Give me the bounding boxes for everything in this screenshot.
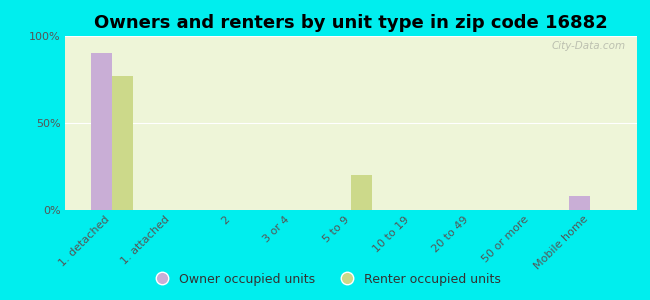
- Text: City-Data.com: City-Data.com: [551, 41, 625, 51]
- Bar: [569, 196, 590, 210]
- Bar: [351, 175, 372, 210]
- Title: Owners and renters by unit type in zip code 16882: Owners and renters by unit type in zip c…: [94, 14, 608, 32]
- Legend: Owner occupied units, Renter occupied units: Owner occupied units, Renter occupied un…: [144, 268, 506, 291]
- Bar: [112, 76, 133, 210]
- Bar: [91, 53, 112, 210]
